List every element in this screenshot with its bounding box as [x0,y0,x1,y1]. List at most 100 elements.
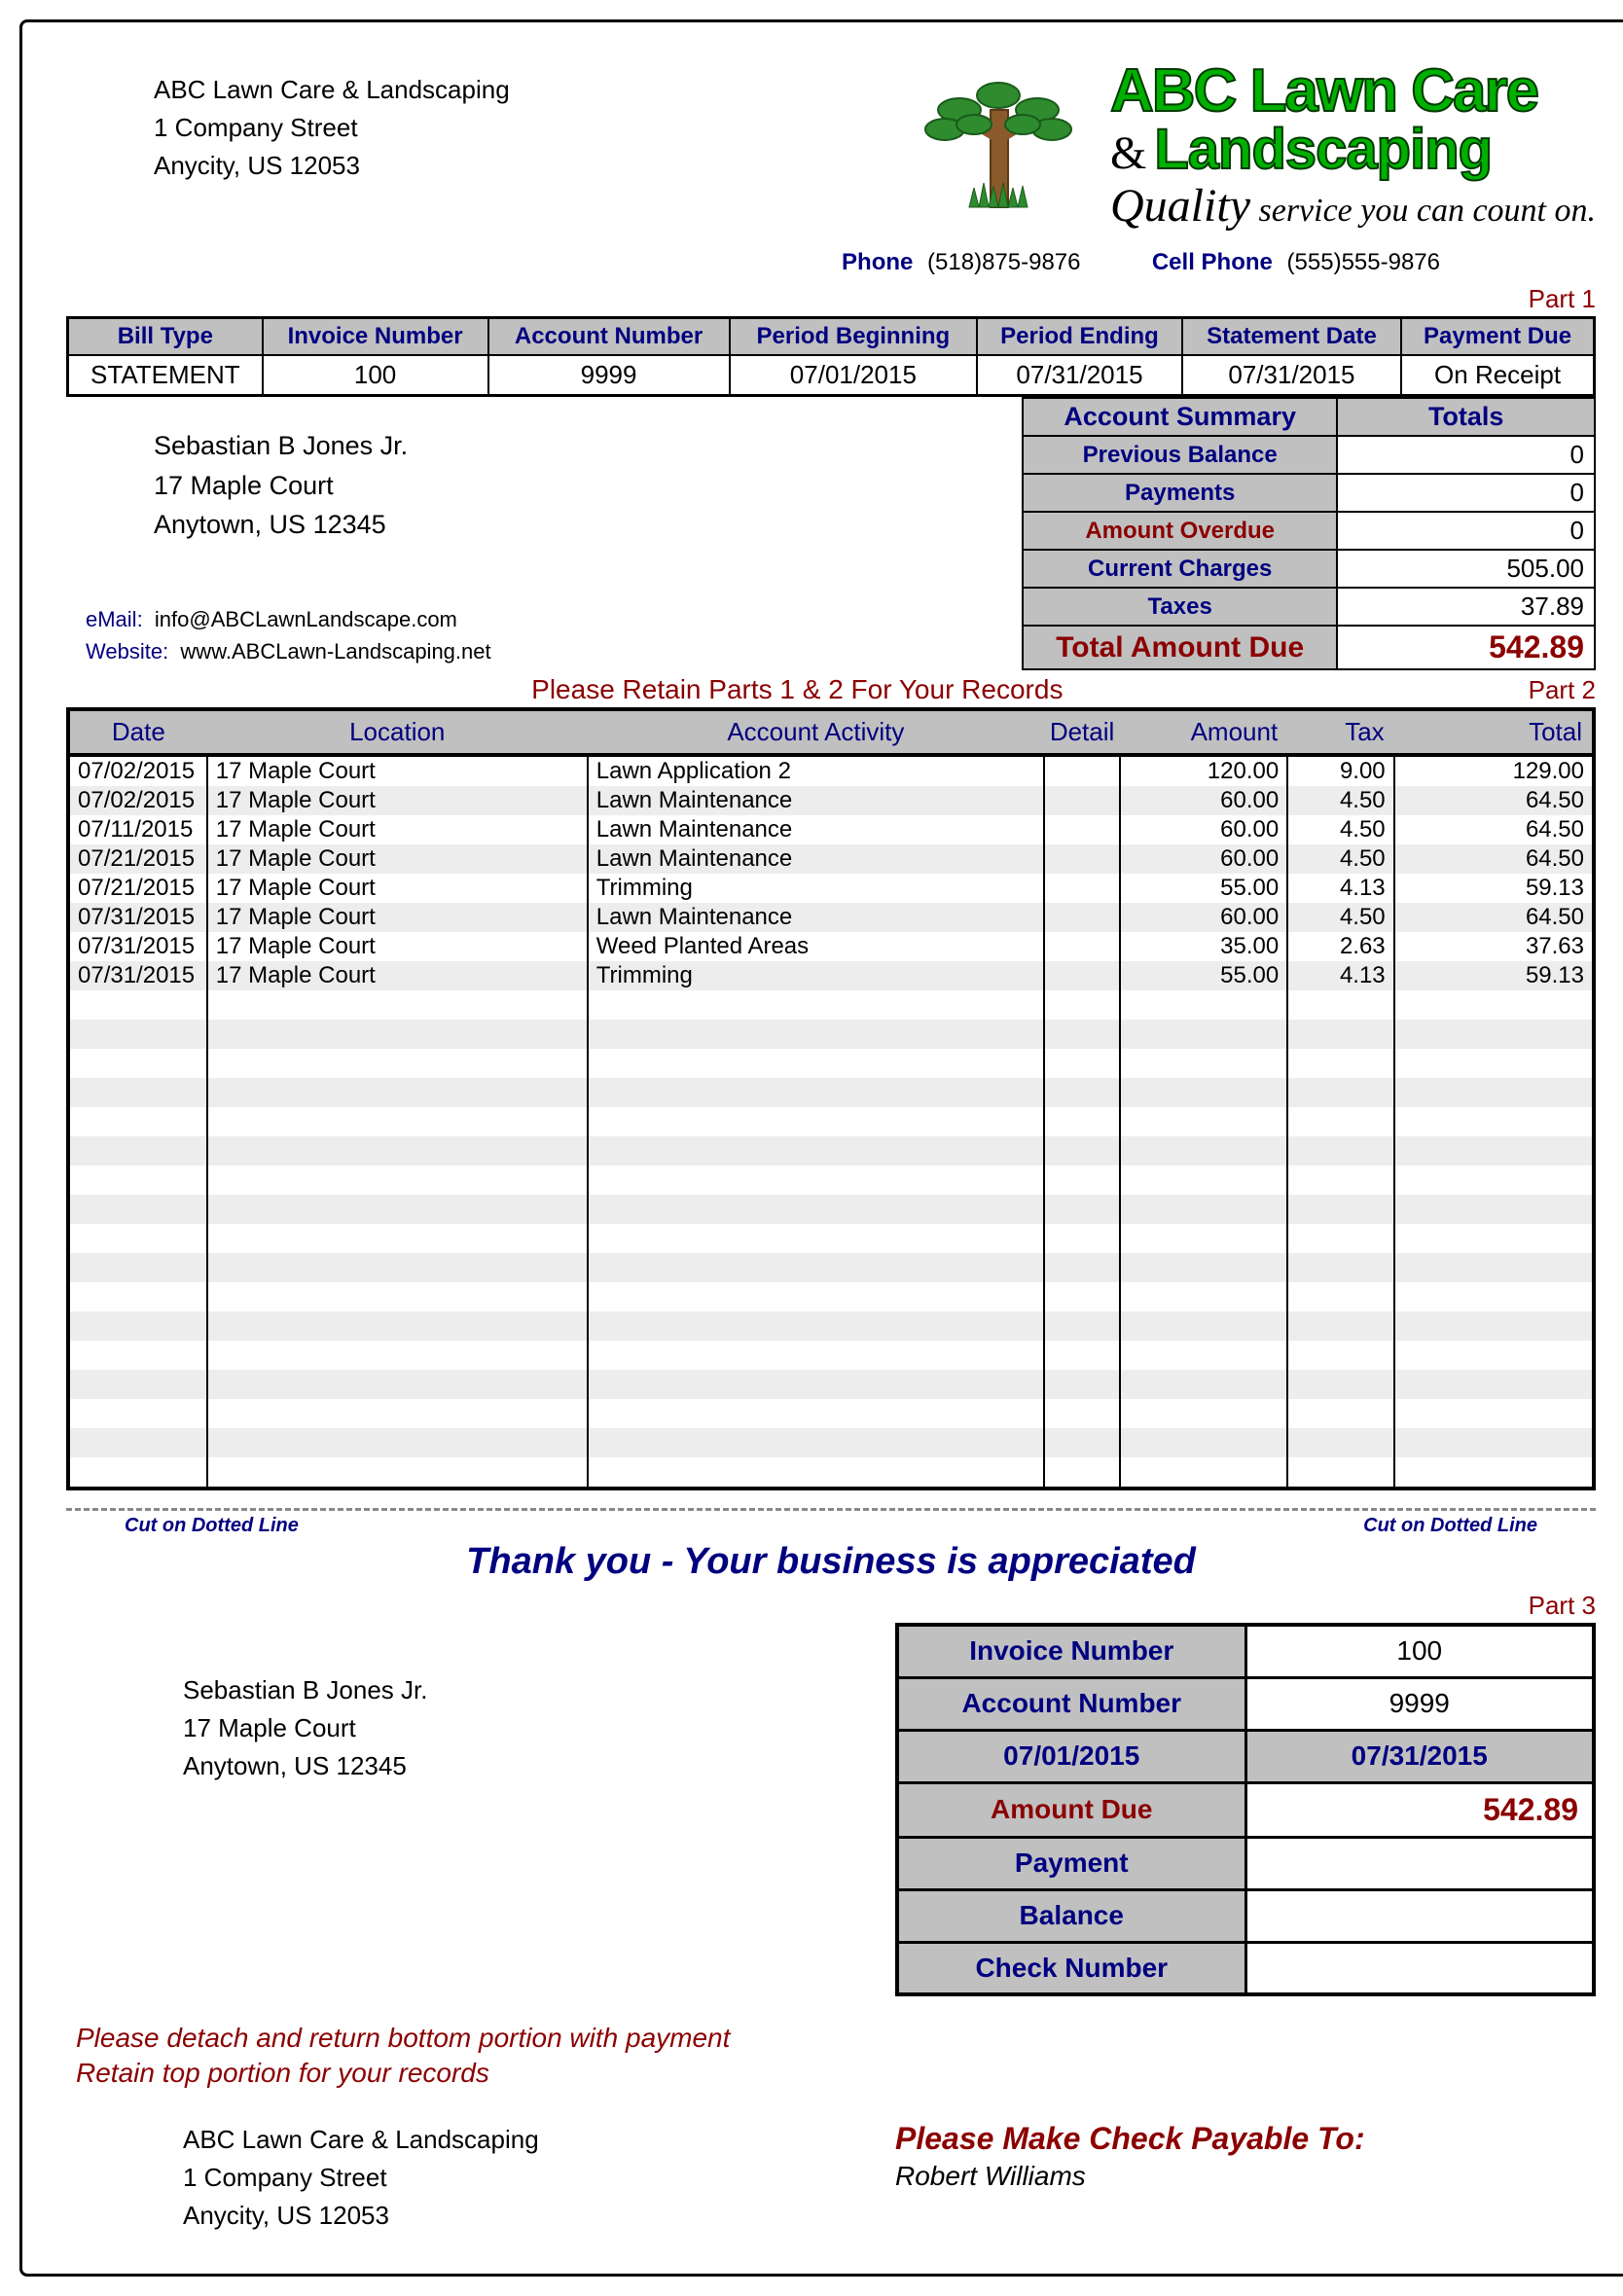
cell-activity: Lawn Maintenance [588,903,1044,932]
table-row-blank [70,1370,1592,1399]
summary-hdr2: Totals [1337,398,1595,436]
table-row-blank [70,1136,1592,1166]
cell-location: 17 Maple Court [207,932,588,961]
stub-pay-value [1245,1837,1594,1889]
val-bill-type: STATEMENT [68,355,263,396]
email-label: eMail: [86,607,143,631]
retain-notice: Please Retain Parts 1 & 2 For Your Recor… [66,674,1529,705]
val-stmt: 07/31/2015 [1182,355,1401,396]
cell-date: 07/31/2015 [70,932,207,961]
stub-inv-label: Invoice Number [897,1625,1245,1677]
part2-label: Part 2 [1529,675,1596,705]
act-hdr-location: Location [207,711,588,755]
prev-bal-value: 0 [1337,436,1595,474]
mid-row: Sebastian B Jones Jr. 17 Maple Court Any… [66,397,1596,670]
val-account: 9999 [488,355,730,396]
cell-label: Cell Phone [1152,249,1273,275]
customer-city: Anytown, US 12345 [154,505,1022,545]
email-value: info@ABCLawnLandscape.com [155,607,457,631]
stub-bal-label: Balance [897,1889,1245,1942]
phone-value: (518)875-9876 [927,249,1080,275]
detach-note: Please detach and return bottom portion … [76,2021,1596,2092]
cell-total: 64.50 [1394,786,1592,815]
bottom-row: ABC Lawn Care & Landscaping 1 Company St… [66,2121,1596,2235]
activity-table-wrap: Date Location Account Activity Detail Am… [66,707,1596,1490]
table-row: 07/02/201517 Maple CourtLawn Application… [70,755,1592,786]
table-row-blank [70,1049,1592,1078]
logo-block: ABC Lawn Care &Landscaping Quality servi… [901,61,1596,230]
act-hdr-tax: Tax [1287,711,1393,755]
cell-location: 17 Maple Court [207,815,588,844]
cut-labels: Cut on Dotted Line Cut on Dotted Line [66,1515,1596,1537]
table-row-blank [70,1253,1592,1282]
return-name: ABC Lawn Care & Landscaping [183,2121,539,2159]
act-hdr-date: Date [70,711,207,755]
hdr-paydue: Payment Due [1401,318,1594,356]
company-name: ABC Lawn Care & Landscaping [154,71,510,109]
table-row: 07/31/201517 Maple CourtTrimming55.004.1… [70,961,1592,990]
cell-tax: 4.50 [1287,844,1393,874]
cell-total: 64.50 [1394,844,1592,874]
cell-date: 07/31/2015 [70,903,207,932]
detach-line2: Retain top portion for your records [76,2056,1596,2091]
hdr-invoice: Invoice Number [263,318,488,356]
web-value: www.ABCLawn-Landscaping.net [180,639,490,664]
stub-date1: 07/01/2015 [897,1730,1245,1782]
val-pbegin: 07/01/2015 [730,355,978,396]
act-hdr-amount: Amount [1120,711,1287,755]
part3-label: Part 3 [66,1591,1596,1621]
val-pend: 07/31/2015 [977,355,1182,396]
cell-activity: Weed Planted Areas [588,932,1044,961]
table-row: 07/31/201517 Maple CourtWeed Planted Are… [70,932,1592,961]
stub-inv-value: 100 [1245,1625,1594,1677]
table-row-blank [70,1224,1592,1253]
table-row-blank [70,1078,1592,1107]
stub-chk-label: Check Number [897,1942,1245,1994]
thank-you: Thank you - Your business is appreciated [66,1541,1596,1583]
cell-activity: Lawn Maintenance [588,844,1044,874]
invoice-page: ABC Lawn Care & Landscaping 1 Company St… [19,19,1623,2277]
val-invoice: 100 [263,355,488,396]
brand-text: ABC Lawn Care &Landscaping Quality servi… [1110,61,1596,230]
prev-bal-label: Previous Balance [1023,436,1337,474]
total-due-value: 542.89 [1337,626,1595,669]
cell-activity: Lawn Maintenance [588,815,1044,844]
cut-right: Cut on Dotted Line [1363,1515,1537,1537]
table-row-blank [70,1195,1592,1224]
summary-table: Account SummaryTotals Previous Balance0 … [1022,397,1596,670]
cell-location: 17 Maple Court [207,755,588,786]
header: ABC Lawn Care & Landscaping 1 Company St… [66,61,1596,230]
cell-detail [1044,903,1120,932]
cell-location: 17 Maple Court [207,786,588,815]
cell-location: 17 Maple Court [207,903,588,932]
stub-right: Invoice Number100 Account Number9999 07/… [895,1623,1596,1996]
cell-total: 64.50 [1394,903,1592,932]
cell-detail [1044,815,1120,844]
return-city: Anycity, US 12053 [183,2197,539,2235]
table-row-blank [70,1341,1592,1370]
payable-title: Please Make Check Payable To: [895,2121,1596,2157]
cell-amount: 60.00 [1120,815,1287,844]
table-row-blank [70,1311,1592,1341]
val-paydue: On Receipt [1401,355,1594,396]
cell-tax: 2.63 [1287,932,1393,961]
table-row-blank [70,1282,1592,1311]
stub-chk-value [1245,1942,1594,1994]
hdr-account: Account Number [488,318,730,356]
stub-cust-city: Anytown, US 12345 [183,1747,866,1785]
taxes-label: Taxes [1023,588,1337,626]
total-due-label: Total Amount Due [1023,626,1337,669]
hdr-bill-type: Bill Type [68,318,263,356]
company-street: 1 Company Street [154,109,510,147]
customer-block: Sebastian B Jones Jr. 17 Maple Court Any… [66,397,1022,670]
cell-amount: 55.00 [1120,961,1287,990]
cell-amount: 60.00 [1120,786,1287,815]
current-value: 505.00 [1337,550,1595,588]
cell-date: 07/21/2015 [70,844,207,874]
stub-bal-value [1245,1889,1594,1942]
cell-amount: 60.00 [1120,903,1287,932]
part2-header: Please Retain Parts 1 & 2 For Your Recor… [66,670,1596,705]
customer-street: 17 Maple Court [154,466,1022,506]
cell-date: 07/02/2015 [70,755,207,786]
tagline: Quality service you can count on. [1110,183,1596,230]
